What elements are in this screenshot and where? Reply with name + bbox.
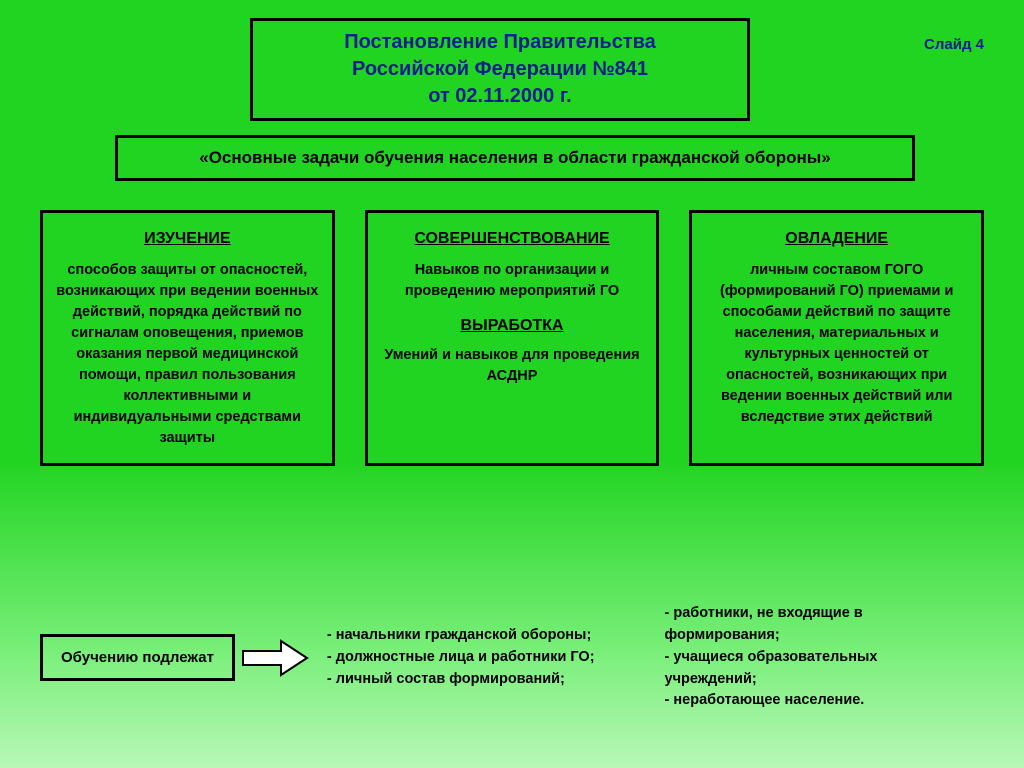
column-head: СОВЕРШЕНСТВОВАНИЕ xyxy=(380,227,645,250)
title-line-1: Постановление Правительства xyxy=(344,31,656,53)
column-head: ОВЛАДЕНИЕ xyxy=(704,227,969,250)
title-line-3: от 02.11.2000 г. xyxy=(428,85,572,107)
column-body-2: Умений и навыков для проведения АСДНР xyxy=(384,347,639,384)
arrow-right-icon xyxy=(241,637,311,679)
column-master: ОВЛАДЕНИЕ личным составом ГОГО (формиров… xyxy=(689,210,984,466)
list-item: - работники, не входящие в формирования; xyxy=(665,603,965,647)
title-box: Постановление Правительства Российской Ф… xyxy=(250,18,750,121)
columns-row: ИЗУЧЕНИЕ способов защиты от опасностей, … xyxy=(40,210,984,466)
column-body: способов защиты от опасностей, возникающ… xyxy=(56,262,318,446)
title-line-2: Российской Федерации №841 xyxy=(352,58,648,80)
list-item: - личный состав формирований; xyxy=(327,669,595,691)
column-head-2: ВЫРАБОТКА xyxy=(380,314,645,337)
subtitle-box: «Основные задачи обучения населения в об… xyxy=(115,135,915,181)
slide-number: Слайд 4 xyxy=(924,36,984,53)
column-study: ИЗУЧЕНИЕ способов защиты от опасностей, … xyxy=(40,210,335,466)
list-item: - начальники гражданской обороны; xyxy=(327,625,595,647)
list-item: - должностные лица и работники ГО; xyxy=(327,647,595,669)
learn-list-b: - работники, не входящие в формирования;… xyxy=(665,603,965,712)
bottom-row: Обучению подлежат - начальники гражданск… xyxy=(40,603,984,712)
list-item: - учащиеся образовательных учреждений; xyxy=(665,647,965,691)
column-body: личным составом ГОГО (формирований ГО) п… xyxy=(720,262,953,425)
learn-label: Обучению подлежат xyxy=(61,649,214,666)
list-item: - неработающее население. xyxy=(665,690,965,712)
column-improve: СОВЕРШЕНСТВОВАНИЕ Навыков по организации… xyxy=(365,210,660,466)
learn-list-a: - начальники гражданской обороны; - долж… xyxy=(321,625,595,690)
subtitle-text: «Основные задачи обучения населения в об… xyxy=(199,148,830,167)
column-body: Навыков по организации и проведению меро… xyxy=(405,262,619,299)
learn-subject-box: Обучению подлежат xyxy=(40,634,235,681)
column-head: ИЗУЧЕНИЕ xyxy=(55,227,320,250)
